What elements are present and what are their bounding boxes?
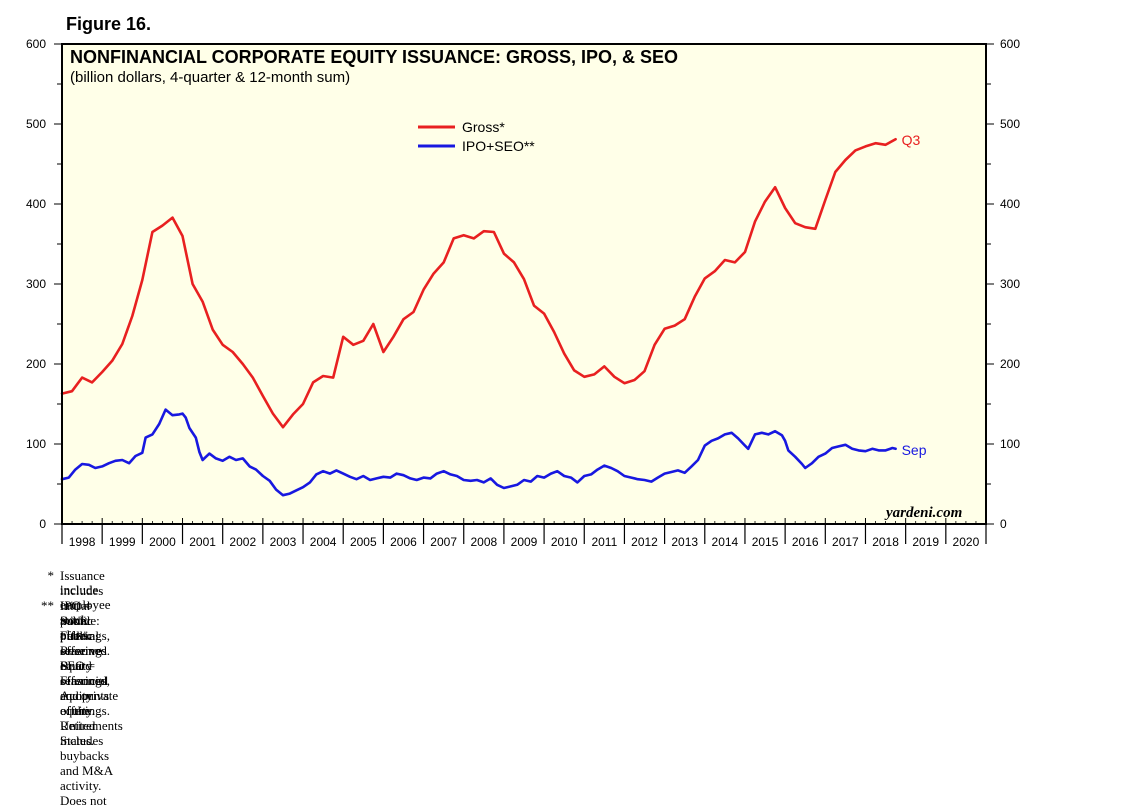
x-tick-label: 2000	[149, 535, 176, 549]
x-tick-label: 2017	[832, 535, 859, 549]
x-tick-label: 2019	[912, 535, 939, 549]
legend: Gross* IPO+SEO**	[418, 119, 535, 154]
figure-label: Figure 16.	[66, 14, 152, 34]
x-tick-label: 2018	[872, 535, 899, 549]
y-tick-label-left: 0	[39, 517, 46, 531]
series-lines	[60, 137, 897, 497]
y-tick-label-left: 400	[26, 197, 46, 211]
series-line-gross	[60, 137, 897, 429]
footnote-1-line-2: include employee stock plans.	[60, 582, 111, 642]
x-tick-label: 1998	[69, 535, 96, 549]
x-tick-label: 2020	[953, 535, 980, 549]
series-end-label-gross: Q3	[902, 132, 921, 148]
x-tick-label: 2012	[631, 535, 658, 549]
y-tick-label-right: 400	[1000, 197, 1020, 211]
x-tick-label: 2011	[591, 535, 617, 549]
chart-subtitle: (billion dollars, 4-quarter & 12-month s…	[70, 69, 351, 86]
y-tick-label-left: 100	[26, 437, 46, 451]
series-line-ipo-seo	[60, 408, 897, 497]
x-tick-label: 2009	[511, 535, 538, 549]
y-tick-labels: 0 0 100 100 200 200 300 300 400 400 500 500 600 600	[26, 37, 1020, 531]
footnote-1-mark: *	[47, 568, 55, 583]
y-tick-label-left: 500	[26, 117, 46, 131]
x-tick-label: 2014	[712, 535, 739, 549]
x-tick-label: 2003	[270, 535, 297, 549]
y-tick-label-left: 600	[26, 37, 46, 51]
x-tick-label: 2010	[551, 535, 578, 549]
chart-title: NONFINANCIAL CORPORATE EQUITY ISSUANCE: …	[70, 47, 679, 67]
y-tick-label-right: 600	[1000, 37, 1020, 51]
y-tick-label-right: 200	[1000, 357, 1020, 371]
x-tick-label: 2001	[189, 535, 216, 549]
series-end-labels: Q3 Sep	[902, 132, 927, 458]
x-tick-label: 2004	[310, 535, 337, 549]
plot-frame	[61, 43, 987, 525]
watermark: yardeni.com	[886, 505, 963, 521]
legend-label-ipo-seo: IPO+SEO**	[462, 138, 535, 154]
footnote-2-mark: **	[41, 598, 54, 613]
x-tick-label: 2002	[229, 535, 256, 549]
x-tick-label: 2008	[470, 535, 497, 549]
series-end-label-ipo-seo: Sep	[902, 442, 927, 458]
plot-area	[62, 44, 986, 524]
x-tick-label: 2007	[430, 535, 457, 549]
legend-label-gross: Gross*	[462, 119, 505, 135]
source-line: Source: Federal Reserve Board Financial …	[60, 613, 110, 748]
x-tick-label: 2005	[350, 535, 377, 549]
x-tick-label: 2013	[671, 535, 698, 549]
y-tick-label-right: 300	[1000, 277, 1020, 291]
chart-svg: Gross*IPO+SEO** 1998 1999 2000 2001 2002 2003…	[26, 37, 1020, 549]
y-tick-label-left: 200	[26, 357, 46, 371]
y-tick-label-right: 0	[1000, 517, 1007, 531]
x-tick-label: 2015	[752, 535, 779, 549]
x-tick-label: 2016	[792, 535, 819, 549]
x-tick-label: 1999	[109, 535, 136, 549]
y-tick-label-left: 300	[26, 277, 46, 291]
x-tick-label: 2006	[390, 535, 417, 549]
y-tick-label-right: 100	[1000, 437, 1020, 451]
y-tick-label-right: 500	[1000, 117, 1020, 131]
x-tick-labels: 1998 1999 2000 2001 2002 2003 2004 2005 2006 2007…	[69, 535, 980, 549]
